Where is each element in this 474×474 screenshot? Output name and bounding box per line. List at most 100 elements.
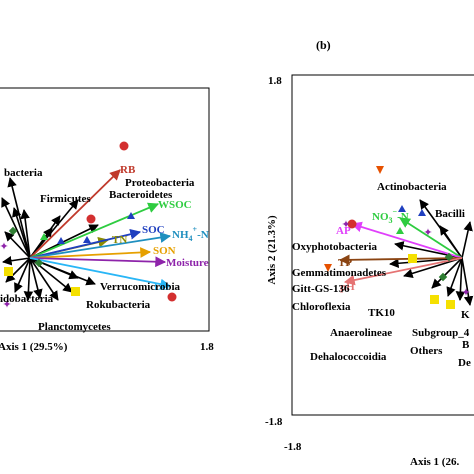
taxon-arrow <box>12 207 31 259</box>
sample-point <box>347 219 357 229</box>
taxon-arrow <box>446 257 463 297</box>
taxon-arrow <box>4 231 31 259</box>
sample-point <box>408 254 417 263</box>
taxon-arrow <box>29 227 53 259</box>
env-label-son: SON <box>153 245 176 257</box>
sample-point <box>396 227 404 234</box>
panel-a-frame <box>0 87 210 332</box>
taxon-label-subgroup4: Subgroup_4 <box>412 327 470 339</box>
taxon-label-actinobacteria: Actinobacteria <box>377 181 447 193</box>
sample-point <box>57 237 65 244</box>
taxon-label-planctomycetes: Planctomycetes <box>38 321 111 333</box>
taxon-label-bacteria-clipped: bacteria <box>4 167 43 179</box>
sample-point <box>127 212 135 219</box>
env-label-lb: LB <box>154 281 169 293</box>
taxon-label-rokubacteria: Rokubacteria <box>86 299 151 311</box>
env-label-tp: TP <box>338 257 352 269</box>
env-arrow-rb <box>29 169 121 259</box>
sample-point <box>446 300 455 309</box>
taxon-label-firmicutes: Firmicutes <box>40 193 91 205</box>
sample-point <box>34 258 44 268</box>
taxon-arrow <box>29 257 59 301</box>
sample-point <box>119 141 129 151</box>
env-arrow-lb <box>29 257 172 290</box>
taxon-label-dehalococcoidia: Dehalococcoidia <box>310 351 387 363</box>
sample-point <box>86 214 96 224</box>
panel-a-xlabel: Axis 1 (29.5%) <box>0 341 68 353</box>
sample-point <box>398 205 406 212</box>
taxon-arrow <box>431 257 463 289</box>
taxon-label-anaerolineae: Anaerolineae <box>330 327 392 339</box>
env-label-ap: AP <box>336 225 351 237</box>
sample-point <box>167 292 177 302</box>
taxon-label-bacteroidetes: Bacteroidetes <box>109 189 173 201</box>
env-label-tn: TN <box>112 234 127 246</box>
taxon-arrow <box>403 257 463 279</box>
taxon-label-gemmatimonadetes: Gemmatimonadetes <box>292 267 387 279</box>
taxon-label-k-clipped: K <box>461 309 470 321</box>
panel-a: ✦ ✦ bacteria Firmicutes RB Proteobacteri… <box>0 87 214 353</box>
panel-b-label: (b) <box>316 38 331 52</box>
sample-point: ✦ <box>2 299 11 311</box>
env-arrow-ap <box>350 221 463 259</box>
taxon-arrow <box>2 255 31 266</box>
sample-point <box>438 272 448 282</box>
taxon-label-tk10: TK10 <box>368 307 395 319</box>
sample-point <box>40 233 48 240</box>
env-arrow-wsoc <box>29 202 159 259</box>
env-label-rb: RB <box>120 164 136 176</box>
taxon-label-verrucomicrobia: Verrucomicrobia <box>100 281 181 293</box>
env-arrow-son <box>29 247 152 259</box>
panel-b: (b) 1.8 -1.8 Axis 2 (21.3%) -1.8 Axis 1 … <box>265 38 474 468</box>
taxon-label-gitt: Gitt-GS-136 <box>292 283 350 295</box>
taxon-label-oxyphotobacteria: Oxyphotobacteria <box>292 241 377 253</box>
taxon-arrow <box>455 257 466 301</box>
sample-point: ✦ <box>461 287 470 299</box>
sample-point <box>83 236 91 243</box>
taxon-arrow <box>7 177 31 259</box>
taxon-label-proteobacteria: Proteobacteria <box>125 177 195 189</box>
env-label-wsoc: WSOC <box>158 199 192 211</box>
sample-point <box>430 295 439 304</box>
sample-point <box>324 264 332 272</box>
sample-point <box>444 252 454 262</box>
taxon-arrow <box>1 197 31 259</box>
taxon-label-idobacteria-clipped: idobacteria <box>0 293 54 305</box>
env-arrow-nh4 <box>29 232 172 259</box>
panel-b-xlabel: Axis 1 (26. <box>410 456 459 468</box>
sample-point: ✦ <box>423 227 432 239</box>
sample-point <box>376 166 384 174</box>
taxon-label-bacilli: Bacilli <box>435 208 465 220</box>
panel-b-ytick-min: -1.8 <box>265 416 283 428</box>
panel-a-taxon-arrows <box>1 177 99 301</box>
panel-b-ytick-max: 1.8 <box>268 75 282 87</box>
env-label-no3: NO3−-N <box>372 207 409 225</box>
taxon-arrow <box>461 221 473 259</box>
panel-b-frame <box>291 74 474 416</box>
sample-point <box>71 287 80 296</box>
panel-a-xtick-max: 1.8 <box>200 341 214 353</box>
taxon-label-de-clipped: De <box>458 357 471 369</box>
sample-point <box>4 267 13 276</box>
taxon-arrow <box>461 257 474 306</box>
taxon-arrow <box>5 257 31 283</box>
taxon-arrow <box>29 257 43 299</box>
taxon-arrow <box>23 257 34 301</box>
env-arrow-soc <box>29 228 142 259</box>
env-label-ph: pH <box>340 281 355 293</box>
env-arrow-ph <box>343 257 463 286</box>
taxon-label-others: Others <box>410 345 443 357</box>
sample-point: ✦ <box>341 219 350 231</box>
sample-point: ✦ <box>0 241 9 253</box>
taxon-arrow <box>14 257 31 293</box>
taxon-arrow <box>439 225 463 259</box>
taxon-label-b-clipped: B <box>462 339 470 351</box>
taxon-arrow <box>20 209 31 259</box>
taxon-label-chloroflexia: Chloroflexia <box>292 301 351 313</box>
panel-b-ylabel: Axis 2 (21.3%) <box>266 215 278 285</box>
env-label-nh4: NH4+-N <box>172 225 209 243</box>
env-arrow-tp <box>338 254 463 266</box>
env-arrow-no3 <box>399 217 463 259</box>
env-label-moisture: Moisture <box>166 257 209 269</box>
